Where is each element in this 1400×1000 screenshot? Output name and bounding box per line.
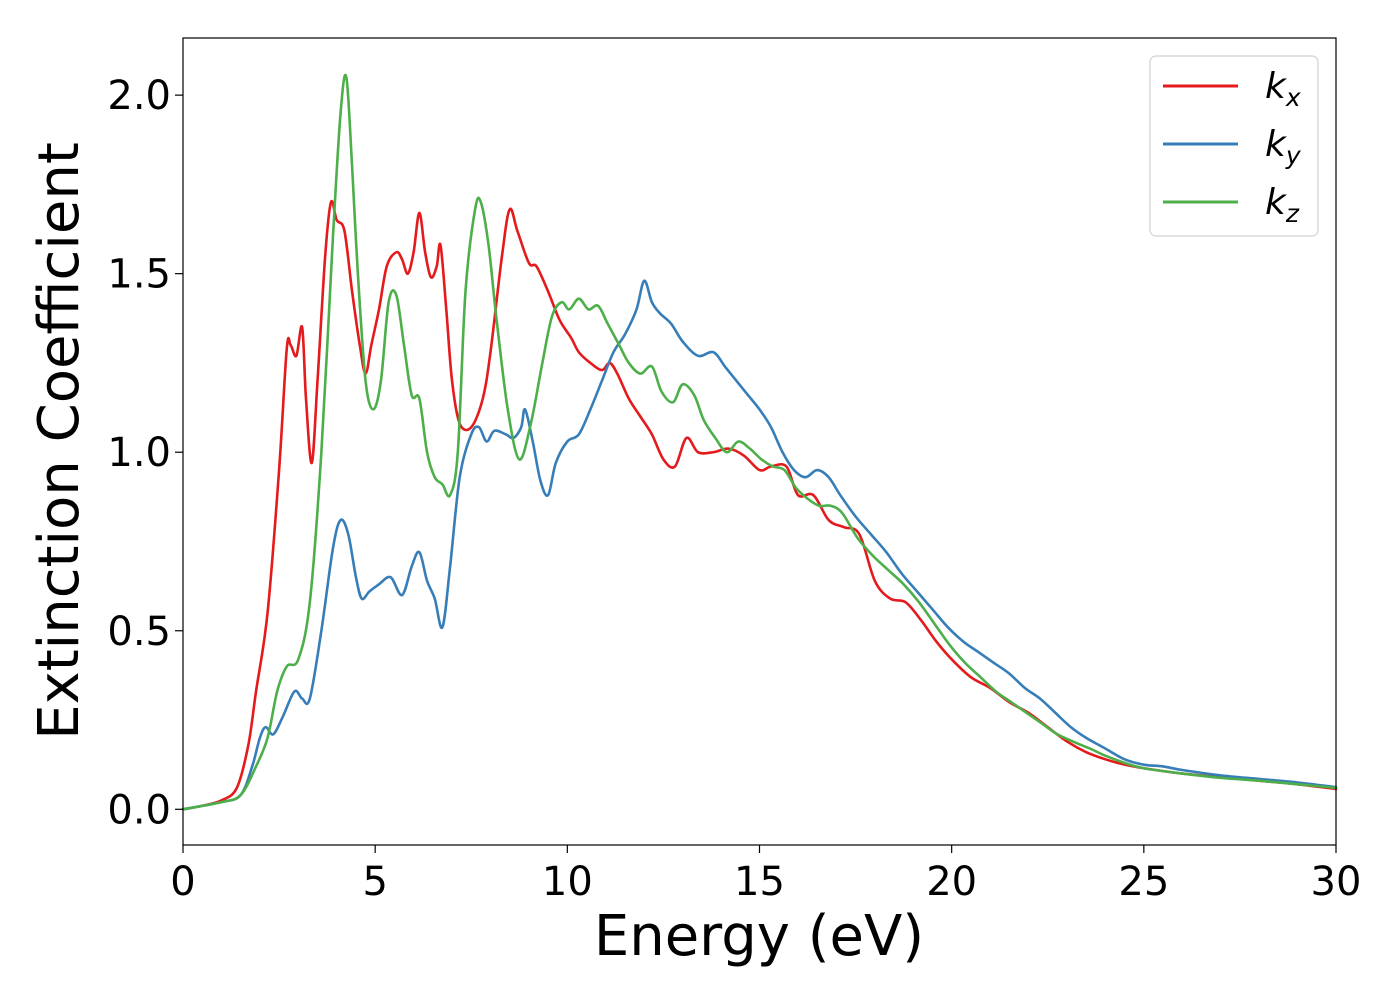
legend-label-subscript: x	[1285, 83, 1301, 112]
legend-label-subscript: y	[1285, 141, 1302, 170]
series-line-z	[181, 73, 1338, 811]
y-tick-label: 1.5	[107, 252, 171, 298]
y-tick-label: 1.0	[107, 430, 171, 476]
x-axis-ticks: 0 5 10 15 20 25 30	[170, 845, 1361, 905]
series-line-y	[181, 279, 1338, 811]
legend-label-x: kx	[1265, 66, 1301, 112]
y-axis-title: Extinction Coefficient	[27, 142, 92, 740]
x-tick-label: 10	[542, 859, 593, 905]
x-tick-label: 25	[1118, 859, 1169, 905]
legend-frame	[1149, 55, 1319, 237]
y-axis-ticks: 0.0 0.5 1.0 1.5 2.0	[107, 73, 183, 833]
legend-label-base: k	[1265, 66, 1288, 107]
x-tick-label: 15	[734, 859, 785, 905]
x-tick-label: 5	[362, 859, 387, 905]
x-tick-label: 20	[926, 859, 977, 905]
x-axis-title: Energy (eV)	[594, 904, 924, 969]
legend-label-subscript: z	[1285, 199, 1300, 228]
series-layer	[181, 73, 1338, 811]
y-tick-label: 0.5	[107, 609, 171, 655]
legend-label-base: k	[1265, 182, 1288, 223]
legend-label-y: ky	[1265, 124, 1302, 170]
legend-label-z: kz	[1265, 182, 1300, 228]
y-tick-label: 0.0	[107, 787, 171, 833]
series-line-x	[181, 199, 1338, 811]
x-tick-label: 0	[170, 859, 195, 905]
y-tick-label: 2.0	[107, 73, 171, 119]
legend-label-base: k	[1265, 124, 1288, 165]
x-tick-label: 30	[1311, 859, 1362, 905]
